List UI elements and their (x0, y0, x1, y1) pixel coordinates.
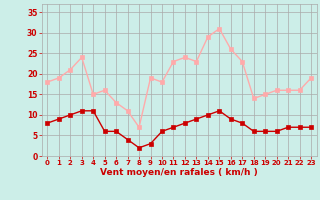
X-axis label: Vent moyen/en rafales ( km/h ): Vent moyen/en rafales ( km/h ) (100, 168, 258, 177)
